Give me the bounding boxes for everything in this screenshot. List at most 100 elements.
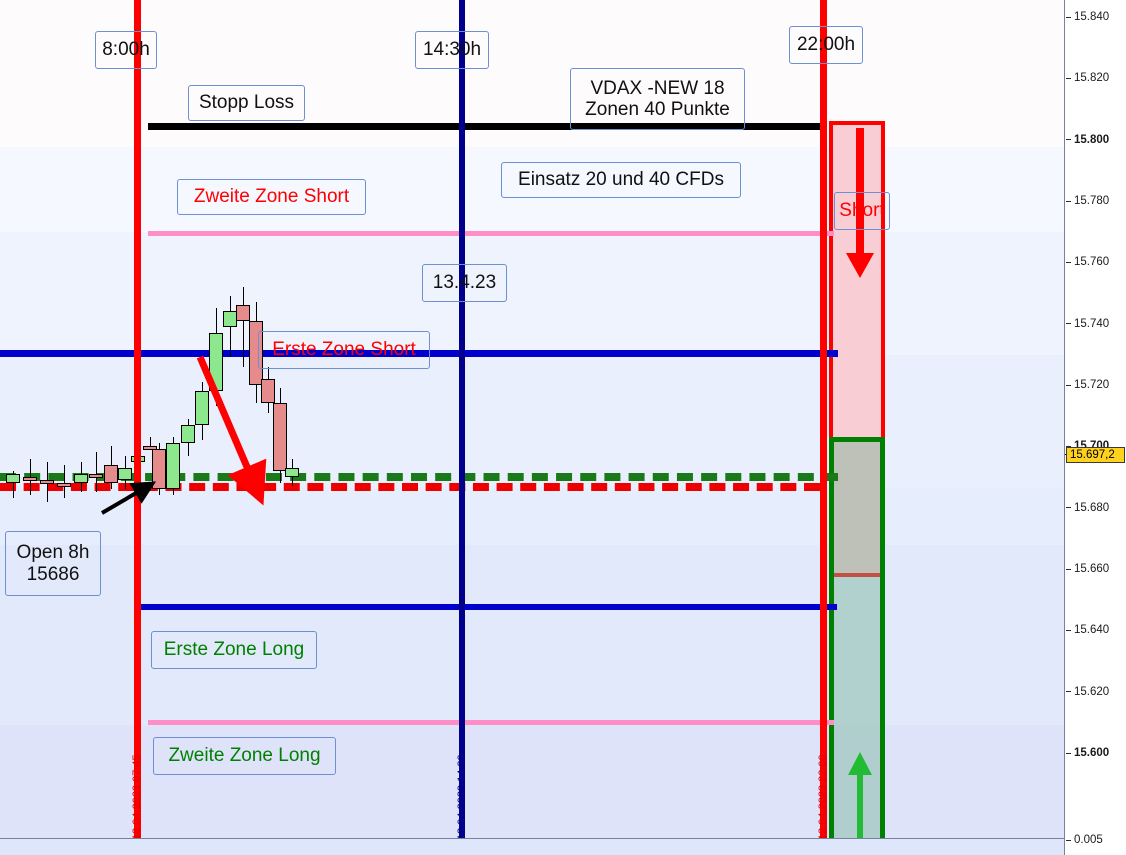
price-tick-row: 15.600 [1065,746,1126,760]
price-tick-row: 15.820 [1065,71,1126,85]
callout-label: Stopp Loss [198,92,295,114]
callout-erste-zone-short[interactable]: Erste Zone Short [258,331,430,369]
price-tick-label: 15.780 [1074,195,1110,207]
price-axis[interactable]: 15.840 15.820 15.800 15.780 15.760 15.740 15.7… [1064,0,1126,855]
price-tick-row: 15.680 [1065,501,1126,515]
price-tick-label: 15.600 [1074,747,1110,759]
callout-label: 22:00h [796,34,856,56]
last-price-badge: 15.697,2 [1066,447,1125,463]
price-tick-label: 15.620 [1074,685,1110,698]
callout-label: Zweite Zone Long [168,745,321,767]
price-tick-label: 15.800 [1074,133,1110,146]
price-tick-row: 15.660 [1065,562,1126,576]
callout-info-box[interactable]: VDAX -NEW 18 Zonen 40 Punkte [570,68,745,130]
callout-label: Einsatz 20 und 40 CFDs [518,169,724,191]
dashed-red-open-level [0,483,820,491]
tick-mark [1066,261,1071,263]
candle-wick [64,464,65,499]
callout-label: Erste Zone Long [163,639,305,661]
short-trade-zone [829,121,885,577]
candle-wick [243,286,244,367]
callout-zweite-zone-short[interactable]: Zweite Zone Short [177,179,366,215]
tick-mark [1066,139,1071,141]
vline-stamp-session-open: 13.04.2023 07:45 [131,754,143,838]
tick-mark [1066,691,1071,693]
candle-body [261,378,275,404]
candle-body [118,467,132,481]
tick-mark [1066,16,1071,18]
price-tick-row: 15.640 [1065,623,1126,637]
callout-session-close-time[interactable]: 22:00h [789,26,863,64]
candle-body [166,443,180,490]
background-band [0,232,1064,355]
callout-open-price[interactable]: Open 8h 15686 [5,531,101,596]
dashed-green-open-level [0,473,838,481]
candle-body [285,467,299,477]
plot-bottom-border [0,838,1064,839]
tick-mark [1066,507,1071,509]
sub-axis-tick-row: 0.005 [1065,833,1126,847]
candle-body [104,464,118,484]
chart-plot-area[interactable]: 13.04.2023 07:45 13.04.2023 14:30 13.04.… [0,0,1064,838]
price-tick-label: 15.760 [1074,256,1110,269]
candle-body [57,483,71,488]
callout-label: Zweite Zone Short [193,186,350,208]
price-tick-row: 15.760 [1065,255,1126,269]
tick-mark [1066,629,1071,631]
callout-short-zone[interactable]: Short [834,192,890,230]
background-band [0,0,1064,147]
vline-session-close [820,0,827,838]
price-tick-row: 15.620 [1065,685,1126,699]
tick-mark [1066,839,1071,841]
tick-mark [1066,323,1071,325]
level-zweite-zone-long [148,720,834,725]
candle-body [152,449,166,490]
candle-body [236,305,250,321]
tick-mark [1066,568,1071,570]
callout-label: 13.4.23 [432,272,497,294]
tick-mark [1066,77,1071,79]
vline-midday [459,0,465,838]
price-tick-row: 15.720 [1065,378,1126,392]
open-label-line-2: 15686 [26,563,80,585]
candle-body [181,424,195,444]
candle-body [40,480,54,485]
vline-session-open [134,0,141,838]
candle-body [143,446,157,451]
price-tick-row: 15.800 [1065,133,1126,147]
price-tick-label: 15.840 [1074,11,1110,23]
candle-body [273,403,287,471]
level-erste-zone-long [137,604,837,610]
price-tick-label: 15.660 [1074,563,1110,575]
open-label-line-1: Open 8h [16,542,90,564]
candle-wick [13,470,14,499]
tick-mark [1066,200,1071,202]
candle-body [223,311,237,327]
level-erste-zone-short [0,350,838,357]
background-band [0,545,1064,725]
candle-body [6,473,20,484]
callout-session-open-time[interactable]: 8:00h [95,31,157,69]
tick-mark [1066,384,1071,386]
candle-wick [96,452,97,493]
callout-label: Erste Zone Short [272,339,416,361]
price-tick-row: 15.740 [1065,317,1126,331]
callout-stopp-loss[interactable]: Stopp Loss [188,85,305,121]
candle-body [74,473,88,484]
long-trade-zone [829,437,885,838]
callout-midday-time[interactable]: 14:30h [415,31,489,69]
candle-wick [230,296,231,358]
callout-zweite-zone-long[interactable]: Zweite Zone Long [153,737,336,775]
background-band [0,725,1064,838]
candle-wick [30,458,31,496]
price-tick-label: 15.820 [1074,72,1110,85]
callout-label: 8:00h [102,39,150,61]
callout-erste-zone-long[interactable]: Erste Zone Long [151,631,317,669]
vline-stamp-session-close: 13.04.2023 22:00 [817,754,829,838]
info-box-line-2: Zonen 40 Punkte [585,99,730,120]
level-stopp-loss [148,123,820,130]
callout-date[interactable]: 13.4.23 [422,264,507,302]
background-band [0,488,1064,545]
callout-position-size[interactable]: Einsatz 20 und 40 CFDs [501,162,741,198]
